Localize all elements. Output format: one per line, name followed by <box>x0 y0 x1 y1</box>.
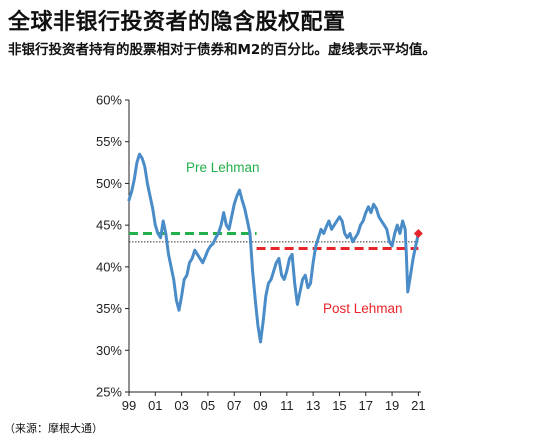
y-tick-label: 40% <box>96 259 122 274</box>
y-tick-label: 55% <box>96 134 122 149</box>
x-tick-label: 03 <box>174 398 188 413</box>
x-tick-label: 05 <box>201 398 215 413</box>
post-lehman-label: Post Lehman <box>323 301 403 316</box>
latest-value-marker <box>413 228 423 238</box>
source-note: （来源：摩根大通） <box>4 422 103 435</box>
y-tick-label: 45% <box>96 218 122 233</box>
series-group <box>127 152 423 344</box>
x-tick-label: 09 <box>253 398 267 413</box>
x-tick-label: 01 <box>148 398 162 413</box>
x-tick-label: 21 <box>411 398 425 413</box>
series-line-0 <box>127 152 420 344</box>
y-tick-label: 60% <box>96 93 122 108</box>
x-tick-label: 15 <box>332 398 346 413</box>
x-axis: 99 01 03 05 07 09 11 13 15 17 19 21 <box>122 391 426 413</box>
x-tick-label: 19 <box>385 398 399 413</box>
pre-lehman-label: Pre Lehman <box>186 160 260 175</box>
x-tick-label: 13 <box>306 398 320 413</box>
x-tick-label: 11 <box>280 398 294 413</box>
chart-title: 全球非银行投资者的隐含股权配置 <box>8 10 346 35</box>
annotations: Pre Lehman Post Lehman <box>186 160 403 316</box>
chart-subtitle: 非银行投资者持有的股票相对于债券和M2的百分比。虚线表示平均值。 <box>8 42 436 58</box>
y-tick-label: 50% <box>96 176 122 191</box>
x-tick-label: 17 <box>359 398 373 413</box>
x-tick-label: 07 <box>227 398 241 413</box>
average-lines <box>129 231 419 251</box>
y-tick-label: 30% <box>96 343 122 358</box>
y-tick-label: 35% <box>96 301 122 316</box>
y-axis: 25% 30% 35% 40% 45% 50% 55% 60% <box>96 93 130 400</box>
y-tick-label: 25% <box>96 385 122 400</box>
x-tick-label: 99 <box>122 398 136 413</box>
